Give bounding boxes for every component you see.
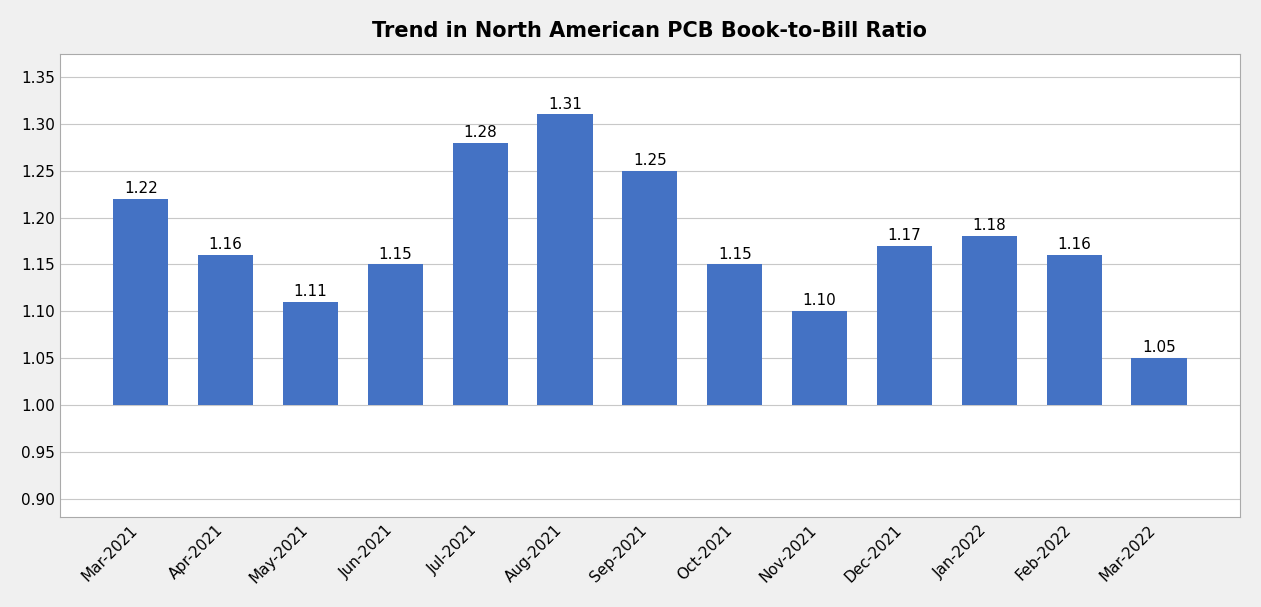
Bar <box>537 115 593 405</box>
Bar <box>1047 255 1102 405</box>
Bar <box>113 198 169 405</box>
Text: 1.17: 1.17 <box>888 228 922 243</box>
Bar <box>1131 358 1187 405</box>
Bar <box>876 246 932 405</box>
Text: 1.16: 1.16 <box>209 237 242 253</box>
Text: 1.05: 1.05 <box>1142 341 1175 355</box>
Text: 1.31: 1.31 <box>549 97 583 112</box>
Text: 1.22: 1.22 <box>124 181 158 196</box>
Bar <box>453 143 508 405</box>
Bar <box>282 302 338 405</box>
Bar <box>707 265 763 405</box>
Bar <box>792 311 847 405</box>
Text: 1.15: 1.15 <box>718 246 752 262</box>
Bar <box>962 236 1016 405</box>
Text: 1.16: 1.16 <box>1057 237 1091 253</box>
Text: 1.28: 1.28 <box>463 124 497 140</box>
Bar <box>368 265 422 405</box>
Text: 1.11: 1.11 <box>294 284 328 299</box>
Text: 1.15: 1.15 <box>378 246 412 262</box>
Bar <box>198 255 253 405</box>
Bar <box>622 171 677 405</box>
Text: 1.25: 1.25 <box>633 153 667 168</box>
Text: 1.18: 1.18 <box>972 219 1006 234</box>
Text: 1.10: 1.10 <box>803 293 836 308</box>
Title: Trend in North American PCB Book-to-Bill Ratio: Trend in North American PCB Book-to-Bill… <box>372 21 927 41</box>
